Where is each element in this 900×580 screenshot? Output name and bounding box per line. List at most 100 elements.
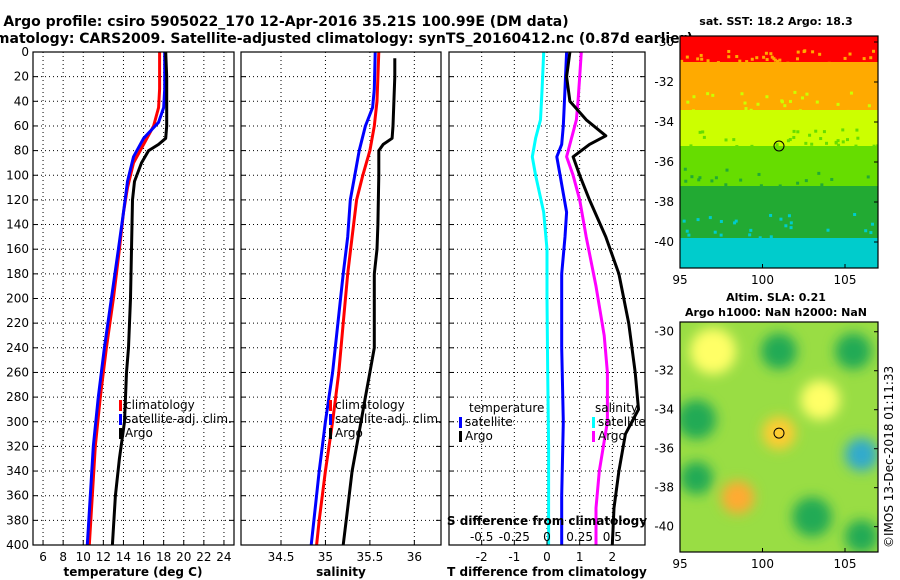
sst-pixel	[871, 222, 875, 226]
series-line-argo	[110, 52, 169, 545]
sst-band	[680, 238, 878, 268]
sst-pixel	[869, 56, 873, 60]
x-tick-label: 0	[543, 550, 551, 564]
sst-pixel	[724, 138, 728, 142]
legend-label: climatology	[125, 398, 195, 412]
imos-timestamp: ©IMOS 13-Dec-2018 01:11:33	[882, 366, 896, 548]
legend-title-salinity: salinity	[595, 401, 638, 415]
sla-blob	[689, 328, 737, 375]
x-tick-label: -2	[476, 550, 488, 564]
sst-pixel	[869, 231, 873, 235]
sst-pixel	[745, 60, 749, 64]
s-difference-tick-label: 0	[543, 530, 551, 544]
argo-float-marker	[773, 140, 785, 152]
sst-pixel	[744, 107, 748, 111]
sst-pixel	[748, 233, 752, 237]
sst-pixel	[750, 57, 754, 61]
map-y-tick-label: -40	[654, 520, 674, 534]
sst-map-frame	[679, 35, 879, 269]
sst-pixel	[761, 255, 765, 259]
sst-pixel	[828, 255, 832, 259]
legend-swatch	[329, 428, 332, 439]
series-line-s-satellite	[530, 52, 551, 545]
sst-pixel	[708, 216, 712, 220]
x-tick-label: 20	[176, 550, 191, 564]
sst-pixel	[830, 177, 834, 181]
sst-pixel	[804, 141, 808, 145]
sst-pixel	[819, 137, 823, 141]
sst-pixel	[755, 253, 759, 257]
sst-pixel	[702, 135, 706, 139]
sst-pixel	[780, 100, 784, 104]
map-x-tick-label: 100	[751, 273, 774, 287]
sst-pixel	[685, 55, 689, 59]
map-x-tick-label: 105	[834, 557, 857, 571]
sst-pixel	[796, 50, 800, 54]
sst-pixel	[848, 52, 852, 56]
sst-pixel	[814, 129, 818, 133]
legend-label: Argo	[598, 429, 626, 443]
sst-pixel	[696, 57, 700, 61]
sst-pixel	[697, 261, 701, 265]
depth-tick-label: 160	[6, 242, 29, 256]
sla-map-title: Altim. SLA: 0.21	[726, 291, 826, 304]
sla-blob	[835, 333, 872, 370]
sst-pixel	[867, 104, 871, 108]
argo-float-marker	[773, 427, 785, 439]
sst-pixel	[795, 57, 799, 61]
x-tick-label: 1	[576, 550, 584, 564]
depth-tick-label: 360	[6, 489, 29, 503]
sst-pixel	[719, 233, 723, 237]
sst-pixel	[783, 104, 787, 108]
sst-pixel	[713, 230, 717, 234]
sla-blob	[721, 480, 755, 514]
x-tick-label: 8	[59, 550, 67, 564]
map-y-tick-label: -34	[654, 115, 674, 129]
sst-pixel	[749, 108, 753, 112]
sla-blob	[760, 333, 798, 370]
x-tick-label: 12	[96, 550, 111, 564]
x-tick-label: 2	[609, 550, 617, 564]
legend-title-temperature: temperature	[469, 401, 544, 415]
sst-pixel	[735, 55, 739, 59]
title-line-1: Argo profile: csiro 5905022_170 12-Apr-2…	[3, 14, 568, 30]
sst-band	[680, 110, 878, 146]
legend-label: satellite	[598, 415, 646, 429]
sst-pixel	[758, 236, 762, 240]
salinity-x-label: salinity	[316, 565, 366, 579]
legend-label: Argo	[335, 426, 363, 440]
depth-tick-label: 260	[6, 365, 29, 379]
map-x-tick-label: 100	[751, 557, 774, 571]
map-y-tick-label: -32	[654, 364, 674, 378]
sst-pixel	[784, 224, 788, 228]
legend-swatch	[459, 431, 462, 442]
sst-pixel	[738, 59, 742, 63]
sst-pixel	[844, 258, 848, 262]
legend-label: satellite	[465, 415, 513, 429]
legend-swatch	[329, 414, 332, 425]
legend-label: Argo	[125, 426, 153, 440]
sst-pixel	[764, 51, 768, 55]
sst-pixel	[808, 133, 812, 137]
sst-pixel	[849, 91, 853, 95]
depth-tick-label: 40	[14, 94, 29, 108]
series-line-satellite-adj-clim-	[85, 52, 167, 545]
sst-pixel	[856, 136, 860, 140]
series-line-satellite-adj-clim-	[309, 52, 377, 545]
s-difference-label: S difference from climatology	[447, 514, 647, 528]
sst-pixel	[750, 144, 754, 148]
map-x-tick-label: 105	[834, 273, 857, 287]
sst-pixel	[757, 172, 761, 176]
sst-pixel	[855, 128, 859, 132]
sst-pixel	[820, 183, 824, 187]
legend-swatch	[329, 400, 332, 411]
sst-pixel	[792, 135, 796, 139]
sst-pixel	[836, 102, 840, 106]
map-y-tick-label: -34	[654, 403, 674, 417]
sla-blob	[845, 438, 878, 472]
sst-pixel	[843, 56, 847, 60]
series-line-t-argo	[565, 52, 640, 545]
depth-tick-label: 300	[6, 415, 29, 429]
sst-pixel	[810, 142, 814, 146]
sst-pixel	[681, 258, 685, 262]
